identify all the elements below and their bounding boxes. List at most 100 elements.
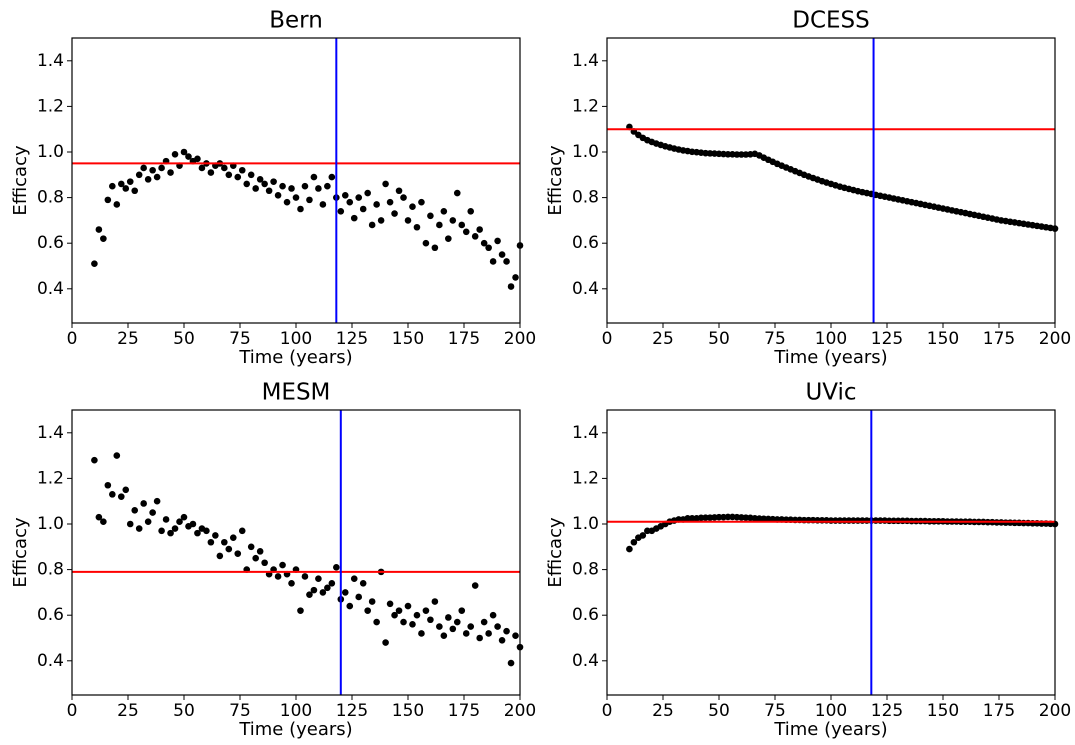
point	[91, 260, 98, 268]
point	[458, 607, 466, 614]
point	[238, 527, 246, 535]
point	[386, 600, 394, 608]
point	[122, 486, 130, 494]
point	[135, 525, 143, 532]
point	[458, 221, 466, 229]
point	[176, 518, 183, 526]
x-tick-label: 175	[448, 701, 480, 721]
x-tick-label: 125	[336, 329, 368, 349]
point	[261, 180, 268, 188]
point	[207, 169, 215, 176]
point	[480, 618, 488, 626]
point	[476, 634, 483, 642]
point	[229, 534, 237, 541]
point	[485, 630, 492, 637]
x-tick-label: 75	[764, 701, 786, 721]
point	[104, 196, 112, 204]
point	[162, 516, 170, 523]
point	[364, 189, 371, 197]
point	[377, 217, 385, 224]
point	[639, 532, 647, 539]
point	[221, 164, 228, 172]
point	[436, 221, 443, 229]
point	[355, 593, 363, 601]
point	[144, 176, 152, 183]
y-tick-label: 0.4	[572, 651, 599, 671]
point	[306, 196, 313, 204]
point	[355, 194, 363, 201]
y-tick-label: 0.4	[37, 651, 64, 671]
x-tick-label: 75	[229, 701, 251, 721]
point	[122, 185, 130, 192]
point	[427, 212, 434, 220]
point	[279, 561, 286, 569]
x-tick-label: 50	[173, 701, 195, 721]
point	[100, 518, 107, 526]
point	[180, 513, 188, 521]
point	[409, 621, 416, 628]
point	[247, 171, 255, 179]
y-tick-label: 0.4	[572, 279, 599, 299]
point	[507, 283, 515, 290]
x-tick-label: 200	[504, 329, 536, 349]
y-tick-label: 0.6	[37, 605, 64, 625]
point	[140, 500, 147, 507]
x-tick-label: 50	[708, 701, 730, 721]
point	[95, 513, 103, 521]
point	[350, 214, 358, 222]
point	[630, 538, 638, 546]
y-tick-label: 0.6	[37, 233, 64, 253]
point	[626, 545, 633, 553]
point	[131, 187, 139, 195]
point	[476, 226, 483, 233]
x-tick-label: 75	[229, 329, 251, 349]
x-tick-label: 100	[280, 701, 312, 721]
x-tick-label: 100	[815, 701, 847, 721]
point	[328, 579, 336, 587]
point	[409, 203, 416, 211]
point	[315, 185, 322, 192]
chart-title: DCESS	[792, 8, 870, 34]
point	[212, 532, 219, 539]
x-tick-label: 25	[117, 701, 139, 721]
point	[404, 602, 412, 610]
point	[297, 607, 304, 614]
point	[413, 223, 421, 231]
x-tick-label: 0	[602, 329, 613, 349]
point	[489, 258, 497, 265]
point	[171, 150, 179, 158]
point	[185, 153, 192, 160]
point	[158, 164, 165, 172]
point	[158, 527, 165, 535]
point	[467, 207, 475, 215]
point	[449, 625, 457, 633]
x-tick-label: 100	[280, 329, 312, 349]
point	[310, 173, 318, 181]
point	[319, 201, 327, 208]
point	[153, 173, 161, 181]
point	[117, 493, 125, 500]
point	[440, 632, 448, 640]
point	[350, 575, 358, 583]
point	[418, 630, 425, 637]
x-tick-label: 200	[504, 701, 536, 721]
point	[100, 235, 107, 242]
y-tick-label: 0.4	[37, 279, 64, 299]
point	[467, 623, 475, 630]
point	[413, 611, 421, 619]
x-tick-label: 25	[652, 329, 674, 349]
x-axis-label: Time (years)	[238, 347, 352, 368]
point	[341, 192, 349, 199]
chart-title: Bern	[269, 8, 323, 34]
point	[395, 607, 403, 614]
point	[288, 579, 295, 587]
point	[494, 237, 501, 245]
y-tick-label: 0.8	[572, 560, 599, 580]
point	[306, 591, 313, 598]
point	[382, 639, 389, 646]
point	[449, 217, 457, 224]
point	[494, 623, 501, 630]
y-tick-label: 0.6	[572, 233, 599, 253]
point	[471, 582, 479, 589]
y-tick-label: 0.8	[572, 188, 599, 208]
